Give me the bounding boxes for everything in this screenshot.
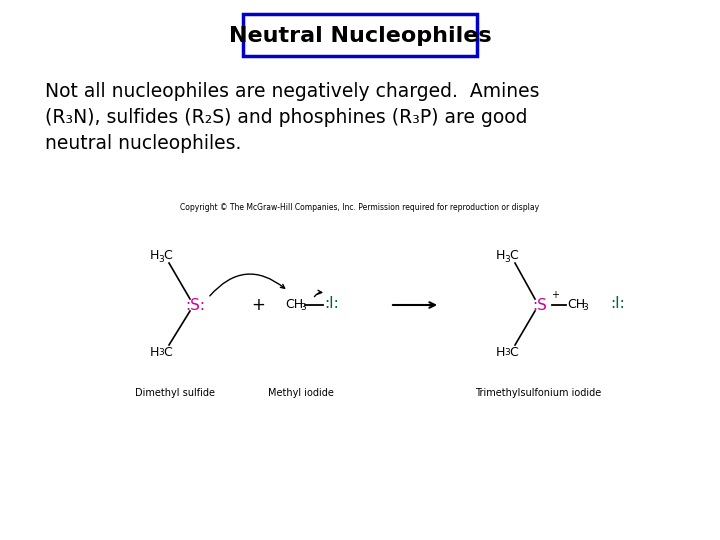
Text: neutral nucleophiles.: neutral nucleophiles.	[45, 134, 241, 153]
Text: (R₃N), sulfides (R₂S) and phosphines (R₃P) are good: (R₃N), sulfides (R₂S) and phosphines (R₃…	[45, 108, 528, 127]
Text: Copyright © The McGraw-Hill Companies, Inc. Permission required for reproduction: Copyright © The McGraw-Hill Companies, I…	[181, 203, 539, 212]
Text: Methyl iodide: Methyl iodide	[268, 388, 334, 398]
Text: 3: 3	[300, 303, 306, 313]
Text: 3: 3	[158, 348, 163, 357]
Text: :S:: :S:	[185, 298, 205, 313]
Text: +: +	[551, 290, 559, 300]
Text: CH: CH	[285, 298, 303, 310]
Text: C: C	[509, 346, 518, 359]
Text: Dimethyl sulfide: Dimethyl sulfide	[135, 388, 215, 398]
FancyArrowPatch shape	[315, 291, 322, 296]
Text: 3: 3	[504, 348, 510, 357]
Text: H: H	[150, 249, 159, 262]
Text: 3: 3	[158, 255, 163, 264]
FancyArrowPatch shape	[210, 274, 284, 296]
Text: :I:: :I:	[610, 296, 625, 312]
Text: :S: :S	[533, 298, 547, 313]
Text: :I:: :I:	[324, 296, 338, 312]
Text: C: C	[509, 249, 518, 262]
Text: C: C	[163, 346, 172, 359]
FancyBboxPatch shape	[243, 14, 477, 56]
Text: +: +	[251, 296, 265, 314]
Text: H: H	[150, 346, 159, 359]
Text: Not all nucleophiles are negatively charged.  Amines: Not all nucleophiles are negatively char…	[45, 82, 539, 101]
Text: H: H	[496, 249, 505, 262]
Text: 3: 3	[504, 255, 510, 264]
Text: Neutral Nucleophiles: Neutral Nucleophiles	[229, 26, 491, 46]
Text: H: H	[496, 346, 505, 359]
Text: Trimethylsulfonium iodide: Trimethylsulfonium iodide	[475, 388, 601, 398]
Text: C: C	[163, 249, 172, 262]
Text: 3: 3	[582, 303, 588, 313]
Text: CH: CH	[567, 298, 585, 310]
